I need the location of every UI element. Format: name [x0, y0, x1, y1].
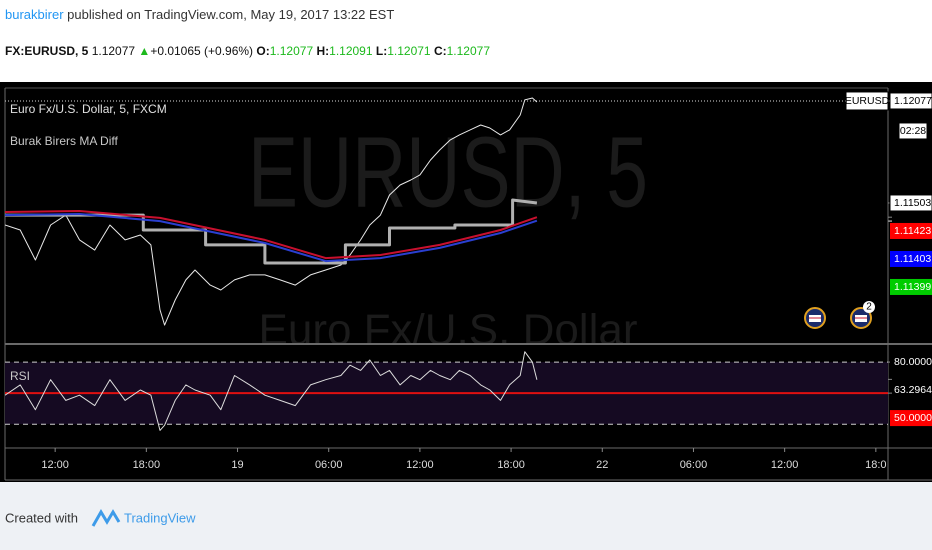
watermark: EURUSD, 5 Euro Fx/U.S. Dollar	[248, 116, 648, 355]
y-label-bg	[889, 194, 932, 212]
y-label-bg	[890, 250, 932, 267]
header-bg	[0, 0, 932, 82]
y-tick-label: 1.11403	[894, 253, 931, 265]
symbol-label-bg	[845, 91, 889, 111]
rsi-pane	[5, 351, 888, 431]
ohlc-value: 1.12077	[270, 44, 314, 58]
series-line	[5, 351, 538, 431]
change: +0.01065 (+0.96%)	[150, 44, 253, 58]
y-tick-label: 1.11399	[894, 281, 931, 293]
watermark-description: Euro Fx/U.S. Dollar	[259, 306, 638, 355]
quote-line: FX:EURUSD, 5 1.12077 ▲+0.01065 (+0.96%) …	[5, 44, 490, 58]
footer-bg	[0, 482, 932, 550]
event-count-bg	[863, 301, 875, 313]
rsi-title: RSI	[10, 369, 30, 383]
ohlc-value: 1.12071	[387, 44, 431, 58]
logo[interactable]	[91, 509, 121, 527]
y-label-bg	[890, 354, 932, 371]
series-line	[5, 198, 538, 265]
y-tick-label: 1.11423	[894, 225, 931, 237]
symbol: FX:EURUSD, 5	[5, 44, 89, 58]
pane-title: Euro Fx/U.S. Dollar, 5, FXCM	[10, 102, 167, 116]
y-label-bg	[890, 222, 932, 239]
event-badge[interactable]	[804, 307, 826, 329]
series-line	[5, 213, 538, 263]
event-badge[interactable]: 2	[850, 301, 875, 329]
y-label-bg	[890, 410, 932, 427]
ohlc-key: O:	[256, 44, 269, 58]
countdown-bg	[898, 122, 928, 140]
countdown: 02:28	[900, 125, 926, 137]
last: 1.12077	[92, 44, 136, 58]
y-tick-label: 80.0000	[894, 356, 932, 368]
y-tick-label: 1.11503	[894, 197, 931, 209]
footer-created: Created with	[5, 510, 78, 525]
arrow: ▲	[138, 44, 150, 58]
event-count: 2	[866, 302, 872, 313]
y-label-bg	[890, 382, 932, 399]
y-label-bg	[889, 92, 932, 110]
x-tick-label: 18:00	[497, 459, 525, 471]
indicator-title: Burak Birers MA Diff	[10, 134, 118, 148]
x-tick-label: 18:0	[865, 459, 886, 471]
x-tick-label: 18:00	[133, 459, 161, 471]
price-pane	[5, 97, 888, 326]
x-tick-label: 12:00	[41, 459, 69, 471]
series-line	[5, 210, 538, 260]
axes: 1.12077 1.11503 1.11423 1.11403 1.11399 EURUS…	[41, 91, 932, 471]
x-tick-label: 22	[596, 459, 608, 471]
watermark-symbol: EURUSD, 5	[248, 116, 648, 228]
x-tick-label: 19	[231, 459, 243, 471]
y-tick-label: 50.0000	[894, 412, 932, 424]
ohlc-value: 1.12091	[329, 44, 373, 58]
ohlc-key: L:	[376, 44, 387, 58]
ohlc-key: H:	[316, 44, 329, 58]
author[interactable]: burakbirer	[5, 7, 64, 22]
x-tick-label: 12:00	[771, 459, 799, 471]
x-tick-label: 06:00	[680, 459, 708, 471]
ohlc-key: C:	[434, 44, 447, 58]
footer-brand[interactable]: TradingView	[124, 510, 196, 525]
published: published on TradingView.com, May 19, 20…	[67, 7, 394, 22]
x-tick-label: 12:00	[406, 459, 434, 471]
x-tick-label: 06:00	[315, 459, 343, 471]
header-line: burakbirer published on TradingView.com,…	[5, 7, 394, 22]
y-label-bg	[890, 278, 932, 295]
ohlc-value: 1.12077	[447, 44, 491, 58]
y-tick-label: 63.2964	[894, 384, 932, 396]
y-tick-label: 1.12077	[894, 95, 932, 107]
series-line	[5, 97, 538, 326]
symbol-label: EURUSD	[845, 95, 890, 107]
